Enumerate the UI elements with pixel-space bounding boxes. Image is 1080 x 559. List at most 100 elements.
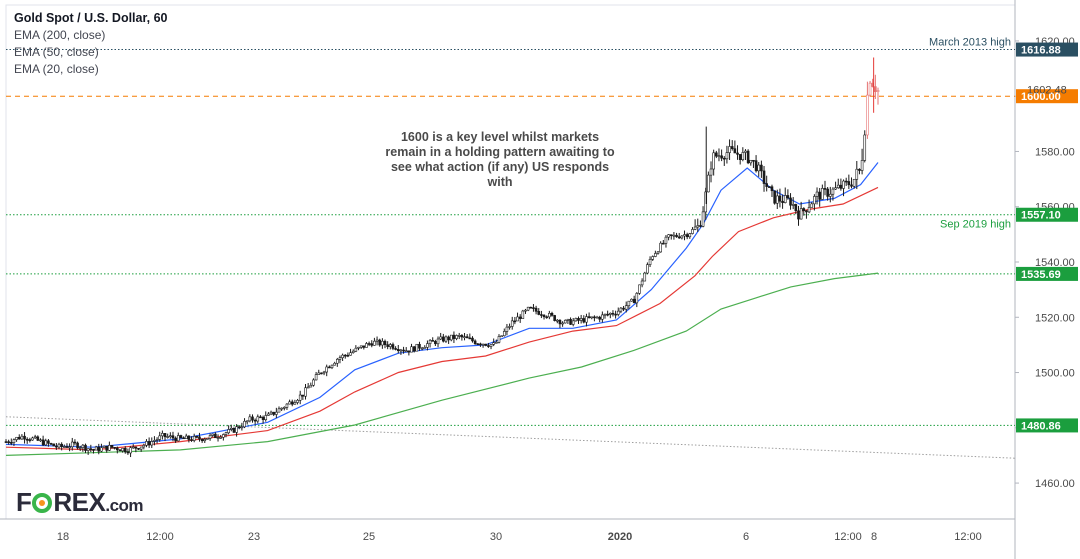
candle-body (654, 253, 657, 257)
candle-body (442, 336, 445, 342)
candle-body (736, 152, 739, 155)
candle-body (720, 155, 723, 159)
candle-body (126, 451, 130, 454)
candle-body (102, 445, 106, 448)
candle-body (176, 435, 180, 442)
candle-body (123, 447, 127, 453)
candle-body (444, 336, 448, 342)
candle-body (463, 336, 466, 338)
candle-body (150, 441, 154, 446)
candle-body (656, 251, 660, 254)
candle-body (116, 447, 119, 451)
candle-body (526, 306, 530, 311)
candle-body (163, 433, 167, 438)
candle-body (868, 82, 872, 96)
candle-body (484, 343, 488, 346)
y-tick-label: 1580.00 (1035, 146, 1075, 158)
candle-body (529, 306, 533, 309)
candle-body (113, 447, 116, 449)
candle-body (306, 386, 310, 389)
candle-body (680, 235, 684, 239)
candle-body (707, 174, 710, 193)
candle-body (208, 435, 212, 439)
candle-body (648, 258, 652, 265)
level-badge-value: 1616.88 (1021, 45, 1061, 57)
candle-body (73, 441, 77, 444)
y-tick-label: 1460.00 (1035, 478, 1075, 490)
candle-body (524, 309, 527, 312)
candle-body (733, 148, 737, 154)
candle-body (542, 314, 546, 318)
candle-body (349, 352, 352, 356)
candle-body (78, 447, 82, 449)
candle-body (449, 334, 453, 341)
candle-body (293, 402, 297, 405)
candle-body (139, 446, 143, 450)
candle-body (487, 345, 490, 347)
candle-body (322, 371, 326, 374)
candle-body (219, 436, 222, 439)
candle-body (195, 436, 199, 438)
candle-body (70, 441, 74, 448)
candle-body (296, 400, 299, 403)
legend-ema20[interactable]: EMA (20, close) (14, 62, 99, 76)
candle-body (31, 437, 34, 441)
candle-body (373, 340, 376, 346)
candle-body (423, 347, 427, 349)
level-badge-value: 1535.69 (1021, 269, 1061, 281)
candle-body (229, 427, 233, 430)
candle-body (142, 444, 146, 448)
candle-body (187, 435, 191, 440)
candle-body (874, 86, 877, 92)
candle-body (722, 157, 726, 160)
legend-ema50[interactable]: EMA (50, close) (14, 45, 99, 59)
candle-body (876, 90, 880, 92)
candle-body (402, 349, 405, 352)
candle-body (518, 316, 522, 319)
candle-body (558, 319, 562, 325)
candle-body (39, 439, 42, 442)
candle-body (741, 152, 745, 161)
level-badge (1016, 266, 1078, 281)
candle-body (664, 236, 668, 244)
candle-body (863, 134, 867, 161)
candle-body (394, 348, 397, 350)
candle-body (675, 234, 678, 238)
candle-body (855, 168, 859, 180)
candle-body (333, 362, 336, 366)
candle-body (222, 434, 225, 438)
candle-body (86, 448, 90, 451)
candle-body (155, 439, 159, 441)
candle-body (211, 433, 215, 436)
level-badge-value: 1557.10 (1021, 210, 1061, 222)
candle-body (815, 191, 819, 197)
candle-body (367, 343, 371, 345)
candle-body (646, 264, 649, 274)
candle-body (495, 342, 498, 344)
candle-body (94, 446, 98, 451)
candle-body (770, 186, 774, 192)
candle-body (473, 340, 477, 345)
candle-body (351, 350, 355, 353)
candle-body (821, 188, 824, 200)
x-tick-label: 12:00 (146, 531, 174, 543)
chart-title: Gold Spot / U.S. Dollar, 60 (14, 11, 168, 25)
chart-annotation: 1600 is a key level whilst markets remai… (385, 130, 615, 189)
candle-body (577, 318, 580, 321)
candle-body (516, 316, 519, 322)
level-badge-value: 1600.00 (1021, 91, 1061, 103)
logo-suffix: .com (105, 496, 144, 515)
candle-body (100, 447, 103, 452)
candle-body (725, 152, 729, 160)
candle-body (696, 225, 700, 228)
candle-body (92, 449, 95, 451)
candle-body (431, 340, 435, 342)
candle-body (227, 429, 230, 434)
level-label: March 2013 high (929, 37, 1011, 49)
candle-body (789, 197, 792, 206)
legend-ema200[interactable]: EMA (200, close) (14, 28, 106, 42)
ema-line-2 (5, 272, 879, 456)
candle-body (206, 438, 209, 440)
candle-body (619, 307, 623, 312)
